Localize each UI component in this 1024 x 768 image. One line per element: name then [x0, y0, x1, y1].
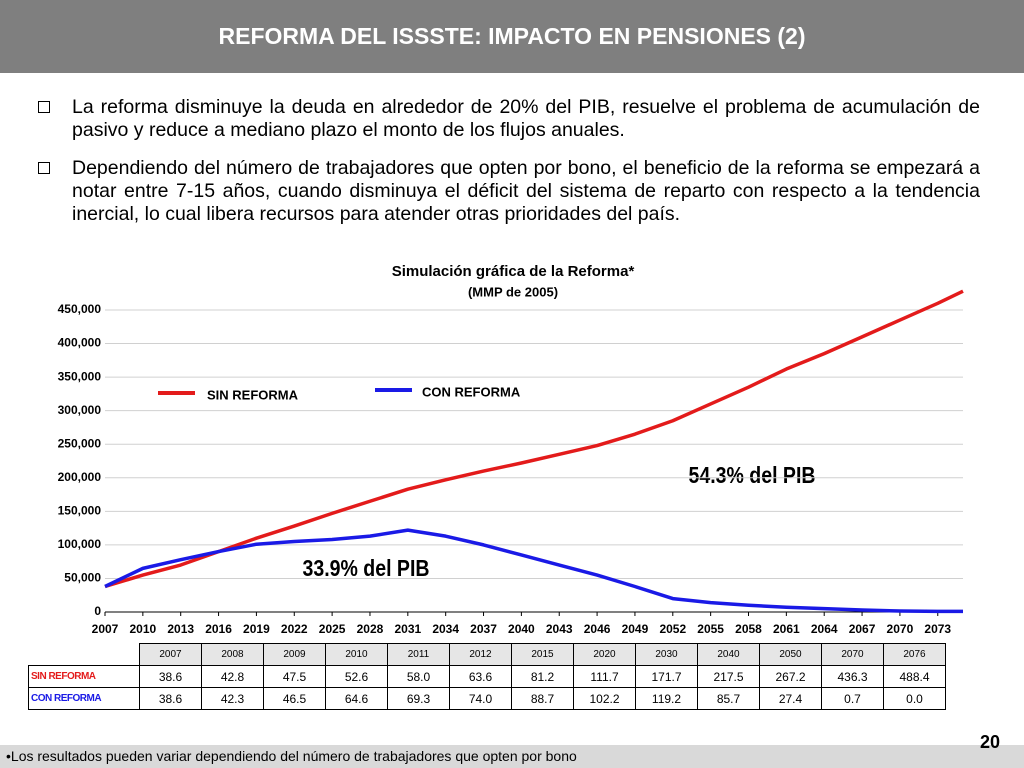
y-tick-label: 450,000 — [58, 302, 102, 316]
legend-label: SIN REFORMA — [207, 387, 299, 402]
series-line — [104, 528, 963, 614]
x-tick-label: 2034 — [432, 622, 459, 636]
x-tick-label: 2070 — [887, 622, 914, 636]
table-cell: 119.2 — [635, 687, 698, 710]
table-cell: 52.6 — [325, 665, 388, 688]
data-table: 2007 2008 2009 2010 2011 2012 2015 2020 2030 2040… — [28, 643, 946, 710]
header-cell: 2020 — [573, 643, 636, 666]
x-tick-label: 2028 — [357, 622, 384, 636]
table-cell: 111.7 — [573, 665, 636, 688]
bullet-icon — [38, 101, 50, 113]
y-tick-label: 50,000 — [64, 571, 101, 585]
x-tick-label: 2058 — [735, 622, 762, 636]
y-tick-label: 200,000 — [58, 470, 102, 484]
header-cell: 2011 — [387, 643, 450, 666]
x-tick-label: 2073 — [924, 622, 951, 636]
table-cell: 267.2 — [759, 665, 822, 688]
y-tick-label: 0 — [94, 604, 101, 618]
annotation: 54.3% del PIB — [688, 463, 815, 489]
header-cell: 2030 — [635, 643, 698, 666]
x-tick-label: 2037 — [470, 622, 497, 636]
x-tick-label: 2052 — [659, 622, 686, 636]
chart-title: Simulación gráfica de la Reforma* — [392, 263, 635, 280]
x-tick-label: 2025 — [319, 622, 346, 636]
x-tick-label: 2061 — [773, 622, 800, 636]
bullet-text: Dependiendo del número de trabajadores q… — [72, 157, 980, 225]
table-corner — [29, 644, 140, 666]
x-tick-label: 2019 — [243, 622, 270, 636]
header-cell: 2012 — [449, 643, 512, 666]
table-cell: 0.7 — [821, 687, 884, 710]
x-tick-label: 2010 — [130, 622, 157, 636]
table-cell: 46.5 — [263, 687, 326, 710]
table-cell: 42.3 — [201, 687, 264, 710]
table-cell: 88.7 — [511, 687, 574, 710]
bullet: Dependiendo del número de trabajadores q… — [38, 157, 980, 226]
x-tick-label: 2055 — [697, 622, 724, 636]
header-cell: 2009 — [263, 643, 326, 666]
table-cell: 27.4 — [759, 687, 822, 710]
table-cell: 217.5 — [697, 665, 760, 688]
table-cell: 171.7 — [635, 665, 698, 688]
table-cell: 0.0 — [883, 687, 946, 710]
header-cell: 2070 — [821, 643, 884, 666]
x-tick-label: 2007 — [92, 622, 119, 636]
chart-subtitle: (MMP de 2005) — [468, 284, 558, 299]
x-tick-label: 2043 — [546, 622, 573, 636]
row-label: CON REFORMA — [28, 687, 140, 710]
header-cell: 2008 — [201, 643, 264, 666]
table-cell: 85.7 — [697, 687, 760, 710]
y-tick-label: 400,000 — [58, 336, 102, 350]
table-cell: 47.5 — [263, 665, 326, 688]
header-cell: 2050 — [759, 643, 822, 666]
annotation: 33.9% del PIB — [302, 556, 429, 582]
table-cell: 488.4 — [883, 665, 946, 688]
row-label: SIN REFORMA — [28, 665, 140, 688]
bullet-text: La reforma disminuye la deuda en alreded… — [72, 96, 980, 141]
x-tick-label: 2016 — [205, 622, 232, 636]
header-cell: 2076 — [883, 643, 946, 666]
y-tick-label: 350,000 — [58, 369, 102, 383]
x-tick-label: 2046 — [584, 622, 611, 636]
table-row: SIN REFORMA 38.6 42.8 47.5 52.6 58.0 63.6 81.2 1… — [28, 665, 946, 688]
table-cell: 102.2 — [573, 687, 636, 710]
table-header-row: 2007 2008 2009 2010 2011 2012 2015 2020 2030 2040… — [29, 643, 946, 666]
x-tick-label: 2040 — [508, 622, 535, 636]
table-row: CON REFORMA 38.6 42.3 46.5 64.6 69.3 74.0 88.7 1… — [28, 687, 946, 710]
footer-note: •Los resultados pueden variar dependiend… — [6, 748, 577, 764]
table-cell: 64.6 — [325, 687, 388, 710]
x-tick-label: 2022 — [281, 622, 308, 636]
y-tick-label: 100,000 — [58, 537, 102, 551]
table-cell: 42.8 — [201, 665, 264, 688]
table-cell: 69.3 — [387, 687, 450, 710]
x-tick-label: 2064 — [811, 622, 838, 636]
y-tick-label: 250,000 — [58, 436, 102, 450]
legend-label: CON REFORMA — [422, 384, 521, 399]
table-cell: 58.0 — [387, 665, 450, 688]
page-number: 20 — [980, 732, 1001, 752]
y-tick-label: 150,000 — [58, 504, 102, 518]
y-tick-label: 300,000 — [58, 403, 102, 417]
header-cell: 2015 — [511, 643, 574, 666]
table-cell: 38.6 — [139, 665, 202, 688]
bullet-icon — [38, 162, 50, 174]
chart: Simulación gráfica de la Reforma* (MMP d… — [58, 263, 964, 636]
table-cell: 38.6 — [139, 687, 202, 710]
table-cell: 436.3 — [821, 665, 884, 688]
x-tick-label: 2067 — [849, 622, 876, 636]
header-cell: 2007 — [139, 643, 202, 666]
x-tick-label: 2049 — [622, 622, 649, 636]
x-tick-label: 2031 — [394, 622, 421, 636]
series-line — [104, 289, 964, 589]
header-cell: 2010 — [325, 643, 388, 666]
table-cell: 81.2 — [511, 665, 574, 688]
header-cell: 2040 — [697, 643, 760, 666]
header-title: REFORMA DEL ISSSTE: IMPACTO EN PENSIONES… — [0, 0, 1024, 73]
bullet: La reforma disminuye la deuda en alreded… — [38, 96, 980, 142]
x-tick-label: 2013 — [167, 622, 194, 636]
table-cell: 74.0 — [449, 687, 512, 710]
footer: •Los resultados pueden variar dependiend… — [0, 745, 1024, 768]
table-cell: 63.6 — [449, 665, 512, 688]
